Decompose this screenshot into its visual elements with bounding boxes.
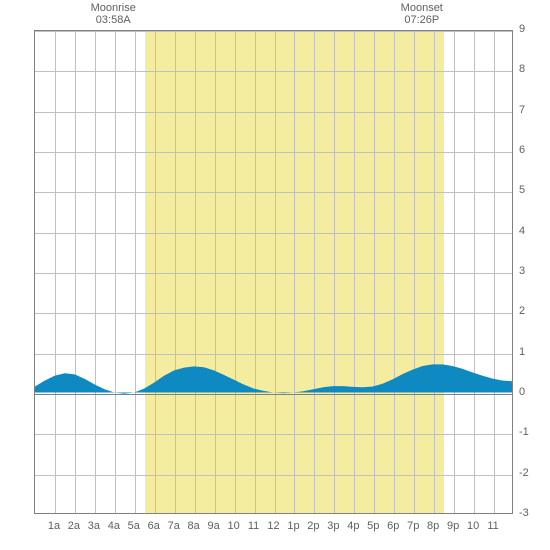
plot-area: [34, 30, 513, 514]
y-tick-label: 9: [519, 23, 525, 35]
moonset-text: Moonset: [401, 2, 443, 14]
y-tick-label: 8: [519, 63, 525, 75]
tide-curve: [35, 31, 512, 513]
x-tick-label: 5a: [124, 520, 144, 532]
x-tick-label: 9a: [204, 520, 224, 532]
tide-area-path: [35, 364, 512, 393]
x-tick-label: 5p: [363, 520, 383, 532]
x-tick-label: 8p: [423, 520, 443, 532]
x-tick-label: 4p: [343, 520, 363, 532]
x-tick-label: 12: [264, 520, 284, 532]
y-tick-label: 5: [519, 184, 525, 196]
y-tick-label: 7: [519, 104, 525, 116]
x-tick-label: 11: [483, 520, 503, 532]
x-tick-label: 4a: [104, 520, 124, 532]
moonrise-text: Moonrise: [91, 2, 136, 14]
y-tick-label: 0: [519, 386, 525, 398]
moonset-value: 07:26P: [404, 14, 439, 26]
x-tick-label: 6p: [383, 520, 403, 532]
y-tick-label: 6: [519, 144, 525, 156]
y-tick-label: -3: [519, 507, 529, 519]
x-tick-label: 9p: [443, 520, 463, 532]
x-tick-label: 1p: [283, 520, 303, 532]
y-tick-label: 4: [519, 225, 525, 237]
x-tick-label: 7p: [403, 520, 423, 532]
y-tick-label: 1: [519, 346, 525, 358]
moonrise-value: 03:58A: [96, 14, 131, 26]
x-tick-label: 10: [463, 520, 483, 532]
x-tick-label: 2p: [303, 520, 323, 532]
moonset-label: Moonset 07:26P: [387, 2, 457, 26]
tide-chart: Moonrise 03:58A Moonset 07:26P -3-2-1012…: [0, 0, 550, 550]
x-tick-label: 3a: [84, 520, 104, 532]
x-tick-label: 7a: [164, 520, 184, 532]
y-tick-label: 3: [519, 265, 525, 277]
y-tick-label: -1: [519, 426, 529, 438]
y-tick-label: 2: [519, 305, 525, 317]
x-tick-label: 6a: [144, 520, 164, 532]
moonrise-label: Moonrise 03:58A: [78, 2, 148, 26]
y-tick-label: -2: [519, 467, 529, 479]
x-tick-label: 1a: [44, 520, 64, 532]
x-tick-label: 3p: [323, 520, 343, 532]
x-tick-label: 8a: [184, 520, 204, 532]
x-tick-label: 11: [244, 520, 264, 532]
x-tick-label: 2a: [64, 520, 84, 532]
x-tick-label: 10: [224, 520, 244, 532]
